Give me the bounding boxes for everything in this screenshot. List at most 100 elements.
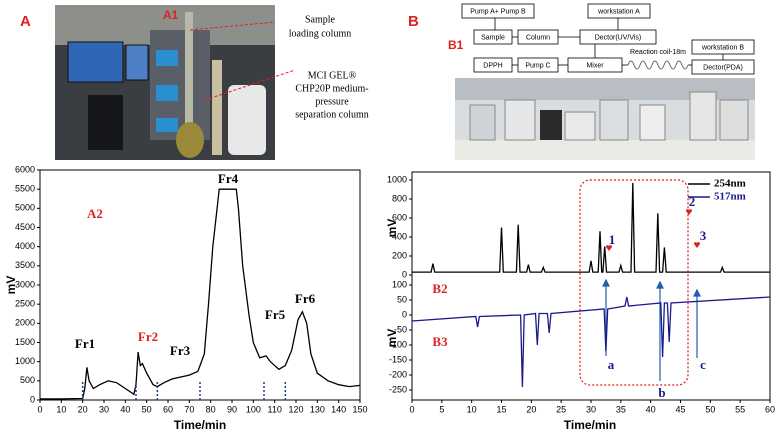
data-line <box>412 182 770 273</box>
x-tick-label: 40 <box>646 404 656 414</box>
x-tick-label: 60 <box>765 404 775 414</box>
flow-label: Sample <box>481 34 505 41</box>
x-tick-label: 50 <box>142 404 152 414</box>
photo-label: separation column <box>295 109 369 120</box>
photo-b <box>455 78 755 160</box>
flow-label: Column <box>526 34 550 41</box>
annotation: Fr3 <box>170 343 191 358</box>
y-tick-label: -50 <box>394 324 407 334</box>
x-tick-label: 25 <box>556 404 566 414</box>
x-tick-label: 0 <box>409 404 414 414</box>
annotation: Fr2 <box>138 329 158 344</box>
annotation: B3 <box>432 334 448 349</box>
y-axis-label: mV <box>385 219 399 238</box>
pointer <box>189 21 276 31</box>
y-tick-label: 200 <box>392 250 407 260</box>
x-axis-label: Time/min <box>174 418 226 432</box>
flow-node <box>691 59 755 75</box>
x-tick-label: 35 <box>616 404 626 414</box>
x-tick-label: 140 <box>331 404 346 414</box>
y-tick-label: 0 <box>402 309 407 319</box>
x-tick-label: 130 <box>310 404 325 414</box>
y-tick-label: 1000 <box>15 356 35 366</box>
flow-label: Dector(PDA) <box>703 64 743 71</box>
annotation: 1 <box>609 232 616 247</box>
flow-node <box>461 3 535 19</box>
x-axis-label: Time/min <box>564 418 616 432</box>
photo-label: Sample <box>305 14 336 25</box>
annotation: B2 <box>432 281 447 296</box>
y2-axis-label: mV <box>385 329 399 348</box>
y-tick-label: 0 <box>30 394 35 404</box>
annotation: Fr4 <box>218 171 239 186</box>
x-tick-label: 40 <box>120 404 130 414</box>
y-tick-label: 5000 <box>15 203 35 213</box>
flow-label: Mixer <box>586 62 604 69</box>
flow-node <box>517 57 559 73</box>
panel-label: A <box>20 13 31 30</box>
x-tick-label: 45 <box>675 404 685 414</box>
annotation: Fr5 <box>265 307 286 322</box>
highlight-box <box>579 179 689 386</box>
panel-label: B <box>408 13 419 30</box>
y-tick-label: 1500 <box>15 337 35 347</box>
x-tick-label: 20 <box>78 404 88 414</box>
x-tick-label: 100 <box>246 404 261 414</box>
flow-label: Reaction coil-18m <box>630 49 686 56</box>
flow-node <box>587 3 651 19</box>
flow-label: Pump C <box>525 62 550 69</box>
x-tick-label: 30 <box>586 404 596 414</box>
y-tick-label: -150 <box>389 354 407 364</box>
annotation: Fr1 <box>75 336 95 351</box>
y-tick-label: 2000 <box>15 318 35 328</box>
annotation: c <box>700 357 706 372</box>
y-tick-label: 50 <box>397 294 407 304</box>
y-tick-label: 1000 <box>387 174 407 184</box>
legend-label: 517nm <box>714 191 746 203</box>
hearts <box>605 209 701 251</box>
y-tick-label: 400 <box>392 231 407 241</box>
flow-label: Pump A+ Pump B <box>470 8 526 15</box>
x-tick-label: 70 <box>184 404 194 414</box>
data-line <box>411 296 771 388</box>
data-line <box>40 188 361 400</box>
flow-label: workstation B <box>701 44 744 51</box>
annotation: 2 <box>689 194 696 209</box>
x-tick-label: 80 <box>206 404 216 414</box>
annotation: 3 <box>700 228 707 243</box>
photo-label: loading column <box>289 28 352 39</box>
x-tick-label: 60 <box>163 404 173 414</box>
x-tick-label: 55 <box>735 404 745 414</box>
y-tick-label: 5500 <box>15 184 35 194</box>
y-tick-label: -100 <box>389 339 407 349</box>
x-tick-label: 50 <box>705 404 715 414</box>
x-tick-label: 15 <box>496 404 506 414</box>
x-tick-label: 5 <box>439 404 444 414</box>
arrows <box>602 278 701 381</box>
x-tick-label: 120 <box>288 404 303 414</box>
y-tick-label: -200 <box>389 369 407 379</box>
y-tick-label: 3500 <box>15 260 35 270</box>
flow-label: DPPH <box>483 62 502 69</box>
annotation: Fr6 <box>295 291 316 306</box>
y-tick-label: -250 <box>389 384 407 394</box>
y-tick-label: 500 <box>20 375 35 385</box>
flow-label: Dector(UV/Vis) <box>595 34 642 41</box>
photo-label: pressure <box>315 96 349 107</box>
legend-label: 254nm <box>714 178 746 190</box>
flow-node <box>579 29 657 45</box>
plot-frame <box>411 171 771 401</box>
y-tick-label: 4000 <box>15 241 35 251</box>
pointer <box>204 69 296 101</box>
photo-a <box>55 5 275 160</box>
y-tick-label: 100 <box>392 279 407 289</box>
y-axis-label: mV <box>4 276 18 295</box>
y-tick-label: 6000 <box>15 164 35 174</box>
x-tick-label: 90 <box>227 404 237 414</box>
x-tick-label: 110 <box>267 404 281 414</box>
x-tick-label: 20 <box>526 404 536 414</box>
panel-label: A1 <box>163 8 179 22</box>
y-tick-label: 4500 <box>15 222 35 232</box>
x-tick-label: 0 <box>37 404 42 414</box>
